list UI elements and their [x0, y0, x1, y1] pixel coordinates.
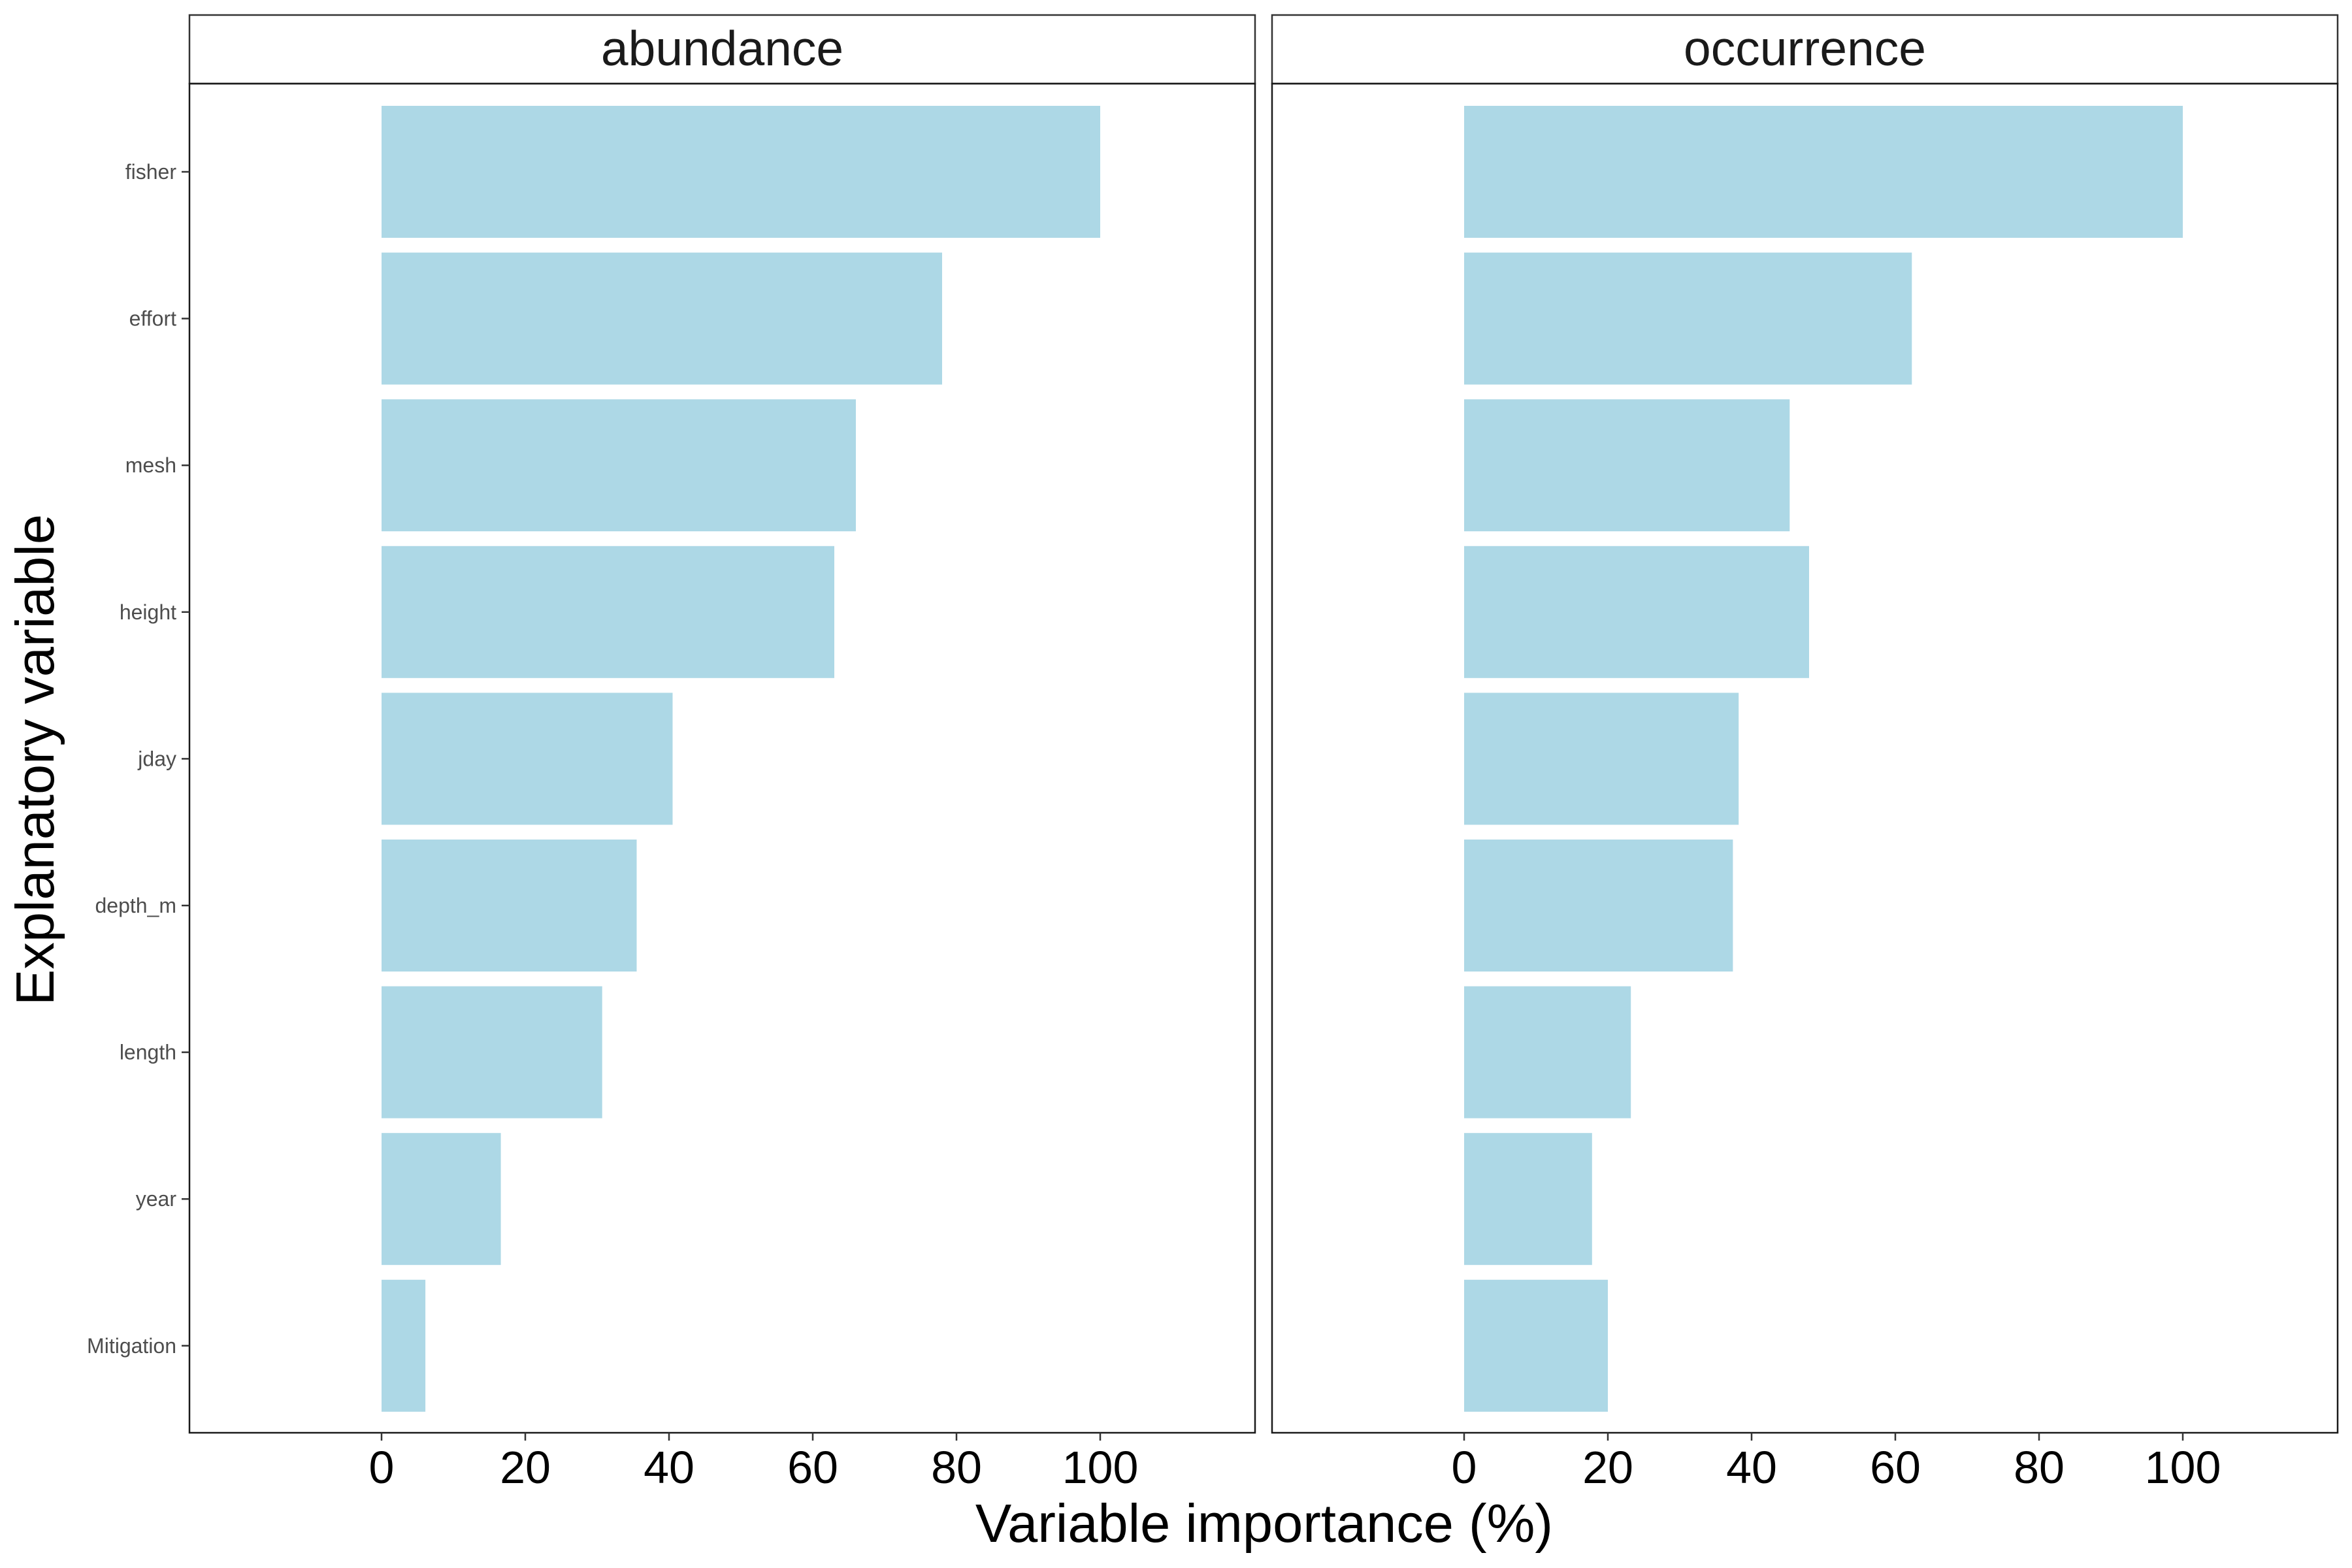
x-tick-label: 100 [2145, 1442, 2221, 1493]
y-tick-label-fisher: fisher [125, 160, 177, 184]
bar-effort [1464, 252, 1912, 385]
bar-depth_m [1464, 840, 1733, 972]
bar-Mitigation [1464, 1279, 1608, 1412]
panel-abundance: abundance 0 20 40 60 80 100 fisher effort mesh hei… [87, 14, 1256, 1493]
panel-border [1271, 82, 2339, 1434]
bar-jday [382, 693, 673, 825]
bar-length [1464, 986, 1631, 1119]
strip-label: abundance [601, 21, 843, 76]
bar-fisher [382, 106, 1100, 238]
x-tick-label: 80 [931, 1442, 982, 1493]
x-tick-label: 0 [1452, 1442, 1477, 1493]
y-tick-label-depth_m: depth_m [95, 894, 176, 917]
strip-box [188, 14, 1256, 85]
x-tick-label: 80 [2014, 1442, 2065, 1493]
strip-label: occurrence [1684, 21, 1926, 76]
x-tick-label: 60 [787, 1442, 838, 1493]
x-axis-title: Variable importance (%) [975, 1493, 1553, 1554]
y-tick-label-jday: jday [137, 747, 176, 770]
y-tick-label-mesh: mesh [125, 453, 176, 477]
bar-height [382, 546, 834, 678]
bar-effort [382, 252, 942, 385]
strip-box [1271, 14, 2339, 85]
bar-year [1464, 1133, 1592, 1266]
bar-length [382, 986, 602, 1119]
bar-mesh [382, 399, 856, 532]
x-tick-label: 0 [369, 1442, 395, 1493]
y-tick-label-year: year [136, 1187, 177, 1211]
y-tick-label-effort: effort [129, 307, 176, 331]
x-tick-label: 40 [644, 1442, 694, 1493]
y-tick-label-length: length [120, 1041, 176, 1064]
x-tick-label: 100 [1062, 1442, 1139, 1493]
bar-depth_m [382, 840, 637, 972]
y-tick-label-height: height [120, 600, 176, 624]
panel-occurrence: occurrence 0 20 40 60 80 100 [1271, 14, 2339, 1493]
x-tick-label: 60 [1870, 1442, 1921, 1493]
bar-jday [1464, 693, 1739, 825]
bar-Mitigation [382, 1279, 426, 1412]
y-axis-title: Explanatory variable [5, 514, 65, 1005]
bar-fisher [1464, 106, 2183, 238]
x-tick-label: 40 [1726, 1442, 1777, 1493]
y-tick-label-Mitigation: Mitigation [87, 1334, 176, 1358]
bar-height [1464, 546, 1809, 678]
bar-year [382, 1133, 501, 1266]
panels-layer: abundance 0 20 40 60 80 100 fisher effort mesh hei… [87, 14, 2339, 1493]
x-tick-label: 20 [500, 1442, 551, 1493]
bar-mesh [1464, 399, 1790, 532]
x-tick-label: 20 [1582, 1442, 1633, 1493]
